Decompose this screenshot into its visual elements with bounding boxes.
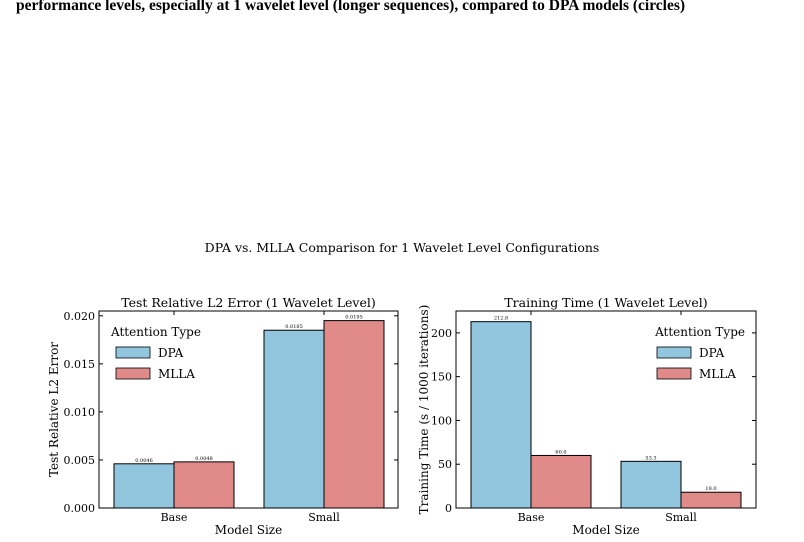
bar-dpa-small (620, 460, 682, 509)
bar-mlla-small (323, 320, 385, 509)
figure-caption: performance levels, especially at 1 wave… (16, 0, 686, 14)
bar-mlla-base (173, 461, 235, 509)
data-label: 0.0195 (345, 315, 363, 321)
x-axis-label: Model Size (215, 523, 282, 537)
data-label: 60.0 (555, 449, 566, 455)
legend: Attention Type DPA MLLA (654, 325, 745, 381)
chart-panel-1: Test Relative L2 Error (1 Wavelet Level)… (47, 295, 399, 537)
data-label: 0.0185 (285, 324, 303, 330)
legend-swatch-dpa (115, 346, 151, 359)
legend-label-dpa: DPA (699, 346, 725, 360)
legend-swatch-mlla (115, 367, 151, 380)
bar-dpa-base (113, 463, 175, 509)
legend-swatch-dpa (656, 346, 692, 359)
y-tick-label: 0.000 (64, 502, 96, 515)
data-label: 0.0048 (195, 456, 213, 462)
x-tick-label: Small (665, 511, 697, 524)
data-label: 18.0 (705, 486, 716, 492)
chart-title: Training Time (1 Wavelet Level) (504, 295, 707, 310)
y-tick-label: 150 (431, 371, 452, 384)
plot-frame (455, 310, 757, 509)
figure-title: DPA vs. MLLA Comparison for 1 Wavelet Le… (204, 240, 600, 255)
legend: Attention Type DPA MLLA (110, 325, 201, 381)
y-tick-label: 0.005 (64, 454, 96, 467)
y-tick-label: 0.010 (64, 406, 96, 419)
y-axis-label: Test Relative L2 Error (47, 342, 61, 477)
chart-title: Test Relative L2 Error (1 Wavelet Level) (121, 295, 376, 310)
legend-title: Attention Type (110, 325, 201, 339)
x-axis-label: Model Size (572, 523, 639, 537)
data-label: 212.8 (494, 316, 508, 322)
y-tick-label: 0 (445, 502, 452, 515)
bar-dpa-base (470, 321, 532, 509)
legend-label-mlla: MLLA (699, 367, 736, 381)
data-label: 0.0046 (135, 458, 153, 464)
legend-label-mlla: MLLA (158, 367, 195, 381)
bar-dpa-small (263, 329, 325, 509)
y-tick-label: 50 (438, 458, 452, 471)
y-tick-label: 0.020 (64, 310, 96, 323)
bar-mlla-base (530, 454, 592, 509)
x-tick-label: Small (308, 511, 340, 524)
y-axis-label: Training Time (s / 1000 iterations) (417, 305, 431, 515)
legend-label-dpa: DPA (158, 346, 184, 360)
bar-mlla-small (680, 491, 742, 509)
legend-title: Attention Type (654, 325, 745, 339)
x-tick-label: Base (518, 511, 545, 524)
data-label: 53.3 (645, 455, 656, 461)
legend-swatch-mlla (656, 367, 692, 380)
y-tick-label: 100 (431, 414, 452, 427)
plot-frame (98, 310, 399, 509)
y-tick-label: 200 (431, 327, 452, 340)
x-tick-label: Base (161, 511, 188, 524)
chart-panel-2: Training Time (1 Wavelet Level) 0 50 100 150… (417, 295, 757, 537)
y-tick-label: 0.015 (64, 358, 96, 371)
